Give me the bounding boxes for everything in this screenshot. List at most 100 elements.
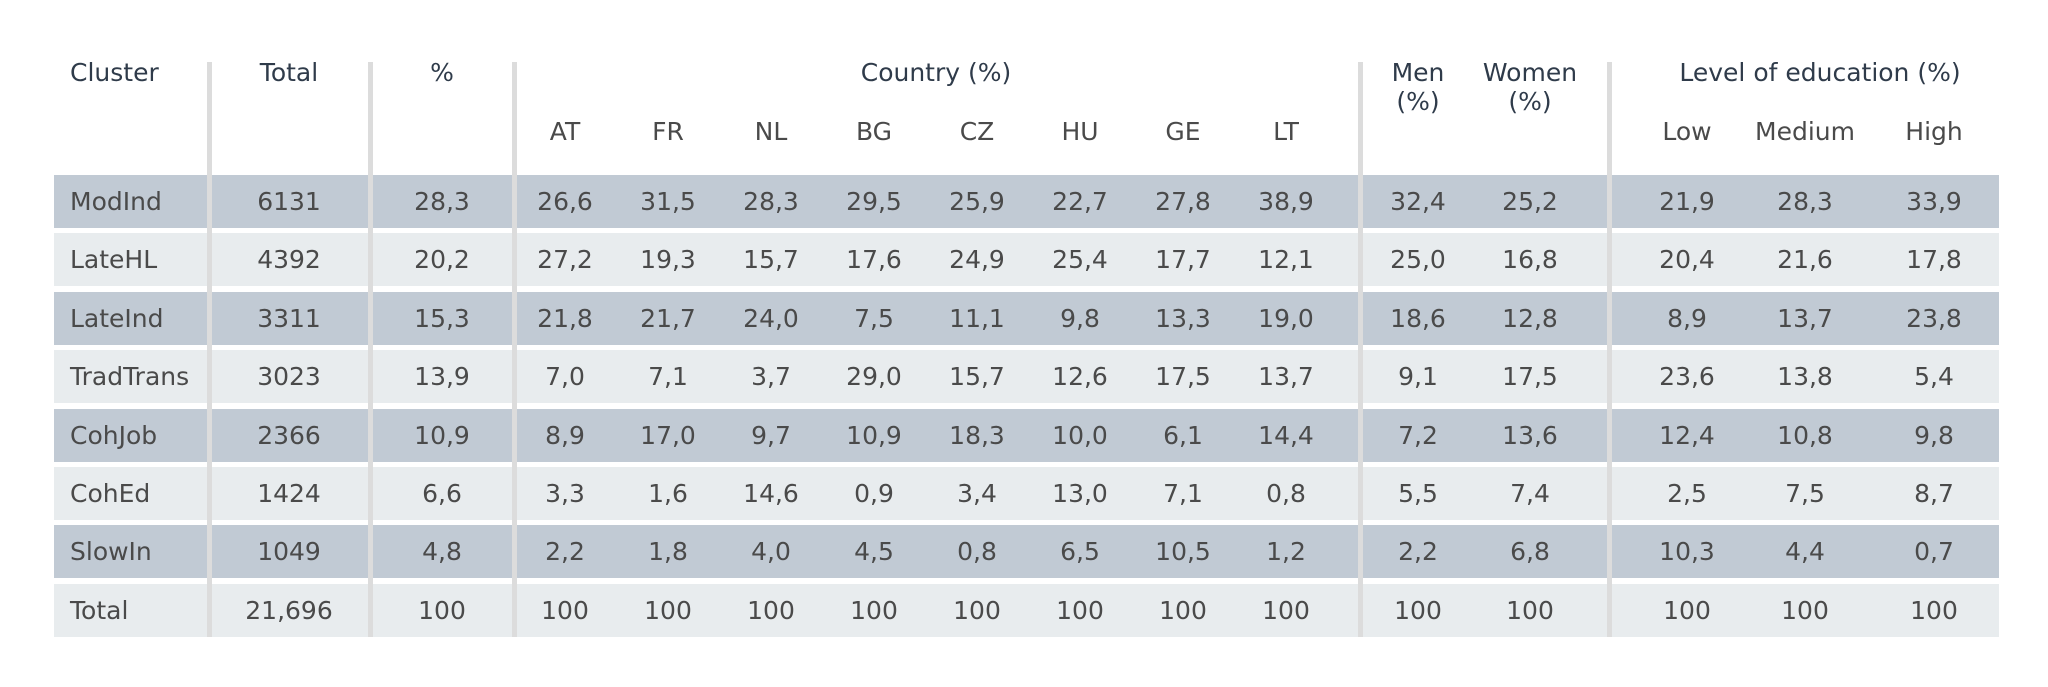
- cell-women: 7,4: [1510, 479, 1550, 508]
- cell-education-low: 12,4: [1659, 420, 1715, 450]
- cell-country-bg: 0,9: [854, 479, 894, 508]
- header-country-bg: BG: [855, 117, 893, 146]
- cell-education-high: 100: [1910, 595, 1958, 625]
- cell-total: 3023: [257, 362, 321, 392]
- table-row-band: [54, 175, 1999, 228]
- cell-country-bg: 7,5: [854, 303, 894, 333]
- cell-education-high: 23,8: [1906, 303, 1962, 333]
- cell-country-lt: 13,7: [1258, 362, 1314, 392]
- table-row-band: [54, 467, 1999, 520]
- cell-country-cz: 15,7: [949, 362, 1005, 392]
- cell-cluster: CohJob: [70, 420, 158, 450]
- cell-country-nl: 15,7: [743, 245, 799, 275]
- cell-education-low: 23,6: [1659, 362, 1715, 392]
- table-row-band: [54, 408, 1999, 462]
- cell-women: 13,6: [1502, 420, 1558, 450]
- cell-total: 1424: [257, 479, 321, 508]
- cell-country-fr: 17,0: [640, 420, 696, 450]
- cell-cluster: LateHL: [70, 245, 158, 275]
- cell-country-lt: 12,1: [1258, 245, 1314, 275]
- cell-men: 5,5: [1398, 479, 1438, 508]
- cell-education-medium: 7,5: [1785, 479, 1825, 508]
- cell-education-high: 33,9: [1906, 187, 1962, 216]
- cell-country-hu: 6,5: [1060, 537, 1100, 567]
- header-country: Country (%): [860, 58, 1012, 87]
- cell-education-low: 10,3: [1659, 537, 1715, 567]
- cell-country-nl: 24,0: [743, 303, 799, 333]
- header-men-line: Men: [1391, 58, 1445, 87]
- cell-country-nl: 14,6: [743, 479, 799, 508]
- header-total: Total: [259, 58, 319, 87]
- cell-cluster: CohEd: [70, 479, 151, 508]
- cell-country-fr: 19,3: [640, 245, 696, 275]
- cell-country-lt: 14,4: [1258, 420, 1314, 450]
- cell-country-ge: 17,7: [1155, 245, 1211, 275]
- cell-education-medium: 28,3: [1777, 187, 1833, 216]
- cell-country-ge: 13,3: [1155, 303, 1211, 333]
- header-men-line: (%): [1396, 87, 1440, 116]
- cell-total: 2366: [257, 420, 321, 450]
- cell-women: 12,8: [1502, 303, 1558, 333]
- cell-women: 17,5: [1502, 362, 1558, 392]
- cell-country-cz: 25,9: [949, 187, 1005, 216]
- cell-country-fr: 100: [644, 595, 692, 625]
- header-percent: %: [430, 58, 454, 87]
- cell-education-medium: 13,8: [1777, 362, 1833, 392]
- cell-country-bg: 29,0: [846, 362, 902, 392]
- cell-country-lt: 100: [1262, 595, 1310, 625]
- cell-country-cz: 24,9: [949, 245, 1005, 275]
- cell-percent: 4,8: [422, 537, 462, 567]
- header-women-line: Women: [1482, 58, 1578, 87]
- cell-country-cz: 0,8: [957, 537, 997, 567]
- header-education-high: High: [1905, 117, 1963, 146]
- cell-country-at: 26,6: [537, 187, 593, 216]
- cell-country-hu: 22,7: [1052, 187, 1108, 216]
- cell-total: 3311: [257, 303, 321, 333]
- cell-country-lt: 0,8: [1266, 479, 1306, 508]
- cell-country-nl: 9,7: [751, 420, 791, 450]
- cell-country-cz: 11,1: [949, 303, 1005, 333]
- cell-country-ge: 7,1: [1163, 479, 1203, 508]
- header-women-line: (%): [1508, 87, 1552, 116]
- cell-percent: 100: [418, 595, 466, 625]
- cell-education-medium: 4,4: [1785, 537, 1825, 567]
- cell-cluster: ModInd: [70, 187, 162, 216]
- cell-percent: 28,3: [414, 187, 470, 216]
- cell-country-cz: 100: [953, 595, 1001, 625]
- header-country-fr: FR: [652, 117, 684, 146]
- cell-percent: 20,2: [414, 245, 470, 275]
- cell-country-at: 100: [541, 595, 589, 625]
- header-country-nl: NL: [754, 117, 788, 146]
- cell-country-ge: 10,5: [1155, 537, 1211, 567]
- cell-education-low: 20,4: [1659, 245, 1715, 275]
- cell-country-fr: 7,1: [648, 362, 688, 392]
- cell-women: 6,8: [1510, 537, 1550, 567]
- cell-cluster: TradTrans: [70, 362, 190, 392]
- cell-education-low: 100: [1663, 595, 1711, 625]
- cell-total: 6131: [257, 187, 321, 216]
- cell-women: 16,8: [1502, 245, 1558, 275]
- cell-country-cz: 18,3: [949, 420, 1005, 450]
- table-row-band: [54, 583, 1999, 637]
- cell-education-high: 17,8: [1906, 245, 1962, 275]
- cell-country-hu: 13,0: [1052, 479, 1108, 508]
- cell-education-low: 21,9: [1659, 187, 1715, 216]
- cell-country-lt: 19,0: [1258, 303, 1314, 333]
- cell-percent: 6,6: [422, 479, 462, 508]
- cell-percent: 10,9: [414, 420, 470, 450]
- cell-education-medium: 100: [1781, 595, 1829, 625]
- cell-education-medium: 21,6: [1777, 245, 1833, 275]
- cell-country-at: 2,2: [545, 537, 585, 567]
- cell-cluster: LateInd: [70, 303, 164, 333]
- cell-country-nl: 3,7: [751, 362, 791, 392]
- header-country-cz: CZ: [959, 117, 995, 146]
- cell-education-high: 9,8: [1914, 420, 1954, 450]
- table-row-band: [54, 291, 1999, 345]
- cell-country-cz: 3,4: [957, 479, 997, 508]
- header-education-low: Low: [1662, 117, 1712, 146]
- column-separator: [512, 62, 517, 637]
- cell-men: 18,6: [1390, 303, 1446, 333]
- cell-men: 7,2: [1398, 420, 1438, 450]
- table-row-band: [54, 233, 1999, 287]
- cell-country-fr: 1,6: [648, 479, 688, 508]
